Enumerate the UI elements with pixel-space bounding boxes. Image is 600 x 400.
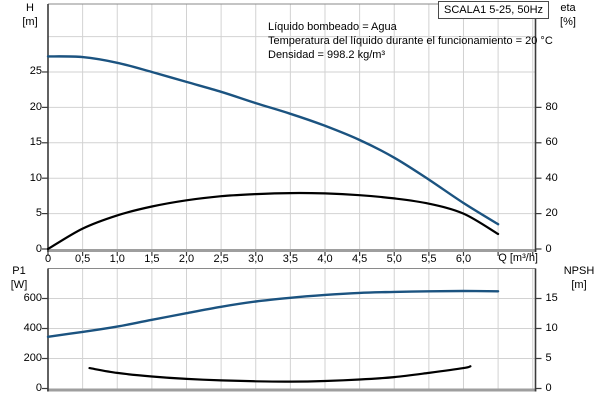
p1-tick-label: 200	[23, 352, 42, 364]
h-tick-label: 10	[29, 171, 42, 184]
h-tick-label: 25	[29, 65, 42, 78]
head-curve	[46, 55, 500, 226]
p1-axis-label: P1	[12, 265, 26, 277]
efficiency-curve	[46, 191, 500, 251]
eta-tick-label: 0	[545, 242, 552, 255]
q-tick-label: 2,0	[178, 253, 195, 265]
power-curve	[46, 289, 500, 338]
p1-axis-unit: [W]	[10, 279, 28, 291]
eta-tick-label: 60	[545, 136, 558, 149]
q-tick-label: 1,5	[144, 253, 160, 265]
h-tick-label: 15	[29, 136, 42, 149]
eta-tick-label: 20	[545, 207, 558, 220]
q-tick-label: 4,5	[351, 253, 368, 265]
q-tick-label: 3,0	[248, 253, 264, 265]
annotation-liquid: Líquido bombeado = Agua	[268, 21, 397, 33]
h-axis-unit: [m]	[22, 16, 38, 28]
eta-tick-label: 40	[545, 171, 558, 184]
h-axis-label: H	[26, 2, 34, 14]
pump-model-label: SCALA1 5-25, 50Hz	[438, 1, 550, 19]
q-tick-label: 2,5	[213, 253, 229, 265]
npsh-axis-label: NPSH	[563, 265, 595, 277]
p1-tick-label: 0	[35, 382, 42, 394]
annotation-density: Densidad = 998.2 kg/m³	[268, 49, 386, 61]
q-tick-label: 5,5	[421, 253, 437, 265]
q-tick-label: 5,0	[386, 253, 402, 265]
npsh-tick-label: 15	[545, 292, 558, 304]
npsh-curve	[88, 365, 472, 383]
q-tick-label: 1,0	[109, 253, 125, 265]
q-tick-label: 4,0	[317, 253, 333, 265]
q-tick-label: 0,5	[74, 253, 91, 265]
h-tick-label: 5	[35, 207, 42, 220]
npsh-axis-unit: [m]	[571, 279, 587, 291]
q-axis-label: Q [m³/h]	[498, 252, 538, 264]
h-tick-label: 20	[29, 100, 42, 113]
h-tick-label: 0	[35, 242, 42, 255]
annotation-temperature: Temperatura del líquido durante el funci…	[268, 35, 553, 47]
eta-axis-unit: [%]	[560, 16, 576, 28]
npsh-tick-label: 10	[545, 322, 558, 334]
q-tick-label: 6,0	[455, 253, 472, 265]
q-tick-label: 0	[44, 253, 52, 265]
p1-tick-label: 400	[23, 322, 42, 334]
eta-tick-label: 80	[545, 100, 558, 113]
p1-tick-label: 600	[23, 292, 42, 304]
npsh-tick-label: 0	[545, 382, 552, 394]
eta-axis-label: eta	[560, 2, 576, 14]
q-tick-label: 3,5	[282, 253, 298, 265]
npsh-tick-label: 5	[545, 352, 552, 364]
